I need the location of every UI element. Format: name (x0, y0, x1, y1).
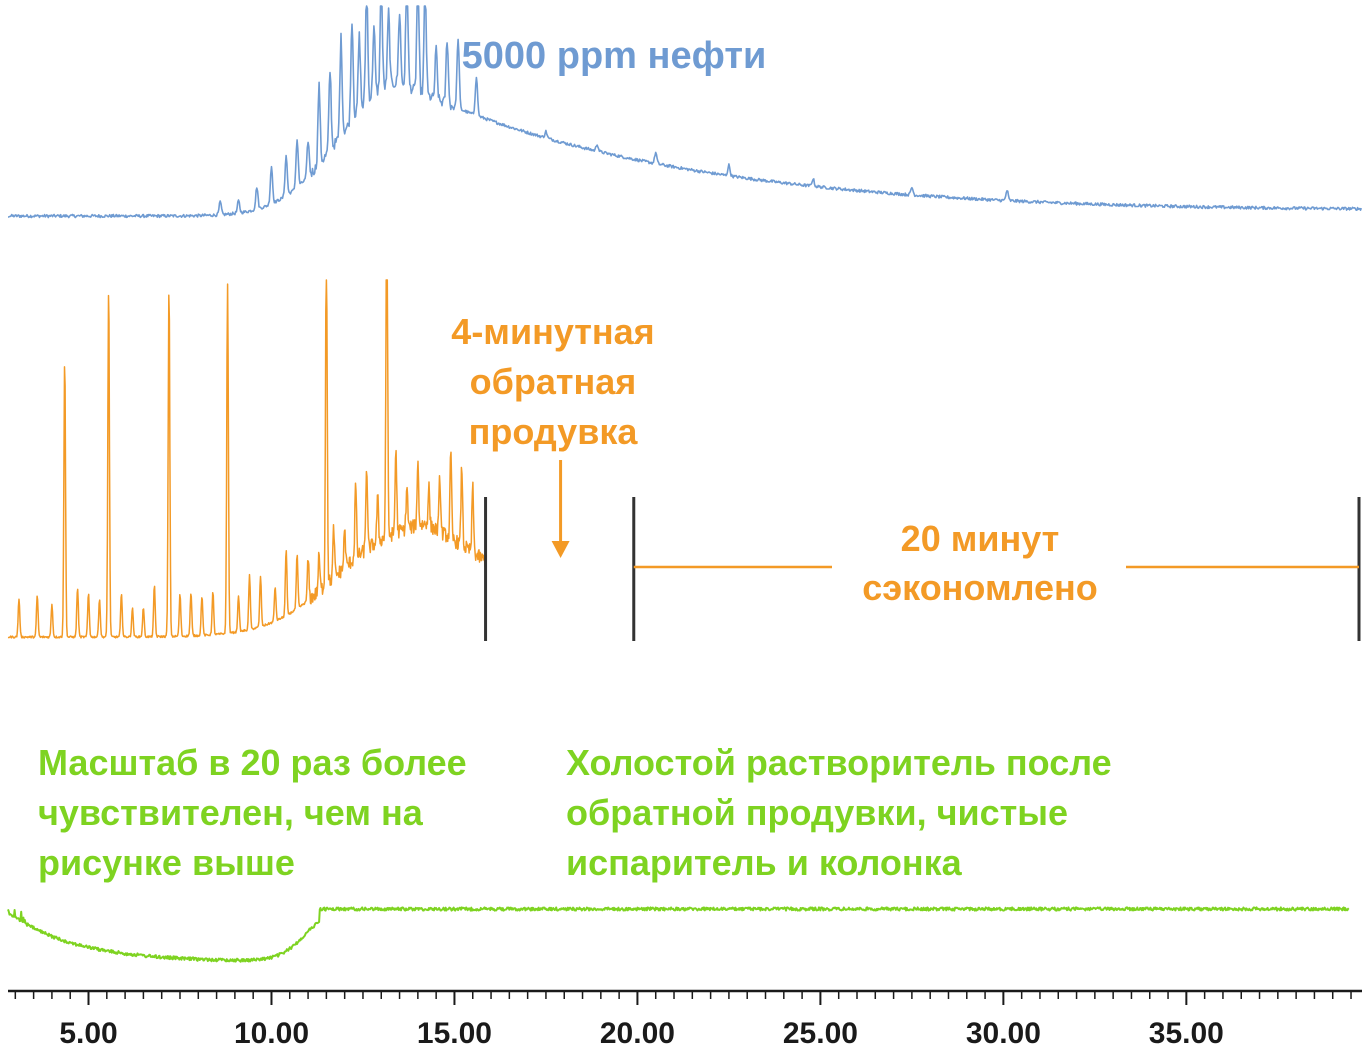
x-tick-label-6: 30.00 (966, 1017, 1041, 1050)
x-tick-label-7: 35.00 (1149, 1017, 1224, 1050)
oil-trace (7, 5, 1363, 219)
blank-note-line-2: обратной продувки, чистые (566, 792, 1068, 833)
saved-annotation-line-2: сэкономлено (862, 567, 1097, 608)
backflush-annotation-line-1: 4-минутная (451, 311, 654, 352)
scale-note-line-1: Масштаб в 20 раз более (38, 742, 467, 783)
x-tick-label-5: 25.00 (783, 1017, 858, 1050)
blank-note-line-1: Холостой растворитель после (566, 742, 1112, 783)
backflush-trace (7, 279, 486, 639)
oil-chromatogram (7, 5, 1363, 219)
blank-chromatogram (7, 906, 1350, 963)
saved-annotation-line-1: 20 минут (901, 518, 1060, 559)
x-tick-label-2: 10.00 (234, 1017, 309, 1050)
blank-note-line-3: испаритель и колонка (566, 842, 963, 883)
scale-note-line-3: рисунке выше (38, 842, 295, 883)
x-tick-label-4: 20.00 (600, 1017, 675, 1050)
backflush-annotation-line-3: продувка (469, 411, 639, 452)
backflush-chromatogram (7, 279, 1361, 641)
blank-trace (7, 906, 1350, 963)
backflush-arrow-head (551, 541, 570, 558)
x-tick-label-3: 15.00 (417, 1017, 492, 1050)
x-tick-label-1: 5.00 (59, 1017, 117, 1050)
backflush-annotation-line-2: обратная (470, 361, 637, 402)
scale-note-line-2: чувствителен, чем на (38, 792, 424, 833)
oil-annotation: 5000 ppm нефти (462, 35, 767, 77)
x-axis: 5.00 10.00 15.00 20.00 25.00 30.00 35.00 (8, 989, 1362, 1050)
